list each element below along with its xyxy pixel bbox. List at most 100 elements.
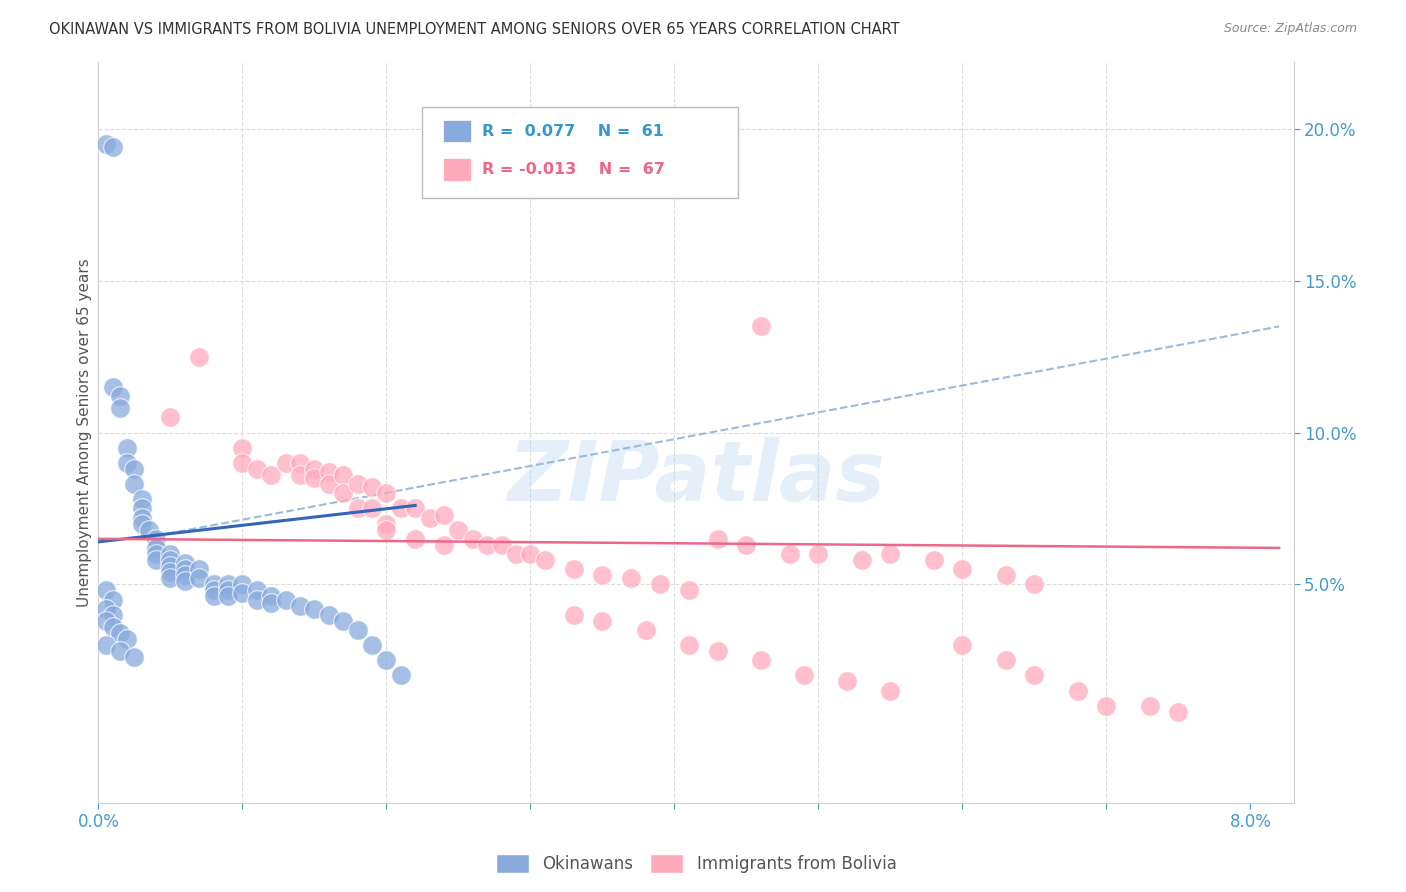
Text: R = -0.013    N =  67: R = -0.013 N = 67	[482, 162, 665, 177]
Point	[115, 632, 138, 646]
Point	[101, 607, 124, 622]
Point	[318, 465, 340, 479]
Point	[749, 653, 772, 667]
Text: ZIPatlas: ZIPatlas	[508, 436, 884, 517]
Point	[124, 462, 146, 476]
Point	[851, 553, 873, 567]
Point	[217, 583, 239, 598]
Point	[217, 577, 239, 591]
Point	[101, 620, 124, 634]
Point	[101, 592, 124, 607]
Point	[231, 577, 253, 591]
Legend: Okinawans, Immigrants from Bolivia: Okinawans, Immigrants from Bolivia	[489, 847, 903, 880]
Y-axis label: Unemployment Among Seniors over 65 years: Unemployment Among Seniors over 65 years	[77, 259, 91, 607]
Point	[837, 674, 859, 689]
Point	[591, 568, 613, 582]
Point	[159, 571, 181, 585]
Point	[346, 501, 368, 516]
Point	[159, 553, 181, 567]
Point	[447, 523, 470, 537]
Point	[304, 601, 326, 615]
Point	[108, 626, 131, 640]
Point	[994, 653, 1017, 667]
Point	[491, 538, 513, 552]
Point	[375, 516, 398, 531]
Point	[332, 468, 354, 483]
Point	[246, 462, 269, 476]
Point	[246, 583, 269, 598]
Point	[231, 586, 253, 600]
Point	[124, 477, 146, 491]
Text: OKINAWAN VS IMMIGRANTS FROM BOLIVIA UNEMPLOYMENT AMONG SENIORS OVER 65 YEARS COR: OKINAWAN VS IMMIGRANTS FROM BOLIVIA UNEM…	[49, 22, 900, 37]
Point	[361, 501, 384, 516]
Point	[131, 492, 153, 507]
Point	[404, 532, 426, 546]
Point	[159, 559, 181, 574]
Point	[138, 523, 160, 537]
Point	[562, 562, 585, 576]
Point	[108, 644, 131, 658]
Point	[389, 668, 412, 682]
Point	[173, 574, 195, 589]
Point	[678, 583, 700, 598]
Point	[1095, 698, 1118, 713]
Point	[477, 538, 499, 552]
Point	[879, 547, 901, 561]
Point	[145, 541, 167, 555]
Point	[231, 456, 253, 470]
Point	[274, 592, 297, 607]
Point	[260, 468, 283, 483]
Point	[706, 644, 728, 658]
Point	[202, 583, 225, 598]
Point	[173, 556, 195, 570]
Point	[1024, 577, 1046, 591]
Point	[288, 468, 311, 483]
Point	[533, 553, 555, 567]
Point	[433, 538, 456, 552]
Point	[591, 614, 613, 628]
Point	[807, 547, 830, 561]
Point	[461, 532, 484, 546]
Point	[950, 562, 973, 576]
Point	[793, 668, 815, 682]
Point	[620, 571, 643, 585]
Point	[94, 614, 117, 628]
Point	[419, 510, 441, 524]
Point	[706, 532, 728, 546]
Point	[217, 590, 239, 604]
Point	[159, 565, 181, 579]
Point	[188, 571, 211, 585]
Point	[375, 523, 398, 537]
Point	[389, 501, 412, 516]
Point	[288, 456, 311, 470]
Point	[922, 553, 945, 567]
Point	[678, 638, 700, 652]
Point	[361, 638, 384, 652]
Point	[131, 516, 153, 531]
Point	[1139, 698, 1161, 713]
Point	[145, 553, 167, 567]
Point	[648, 577, 671, 591]
Point	[115, 441, 138, 455]
Point	[346, 477, 368, 491]
Point	[173, 568, 195, 582]
Point	[505, 547, 527, 561]
Point	[361, 480, 384, 494]
Point	[304, 462, 326, 476]
Point	[260, 590, 283, 604]
Point	[173, 562, 195, 576]
Point	[519, 547, 541, 561]
Point	[1024, 668, 1046, 682]
Text: R =  0.077    N =  61: R = 0.077 N = 61	[482, 124, 664, 138]
Point	[94, 137, 117, 152]
Point	[318, 477, 340, 491]
Point	[375, 653, 398, 667]
Point	[145, 547, 167, 561]
Point	[304, 471, 326, 485]
Point	[1066, 683, 1088, 698]
Point	[159, 547, 181, 561]
Point	[332, 486, 354, 500]
Point	[634, 623, 657, 637]
Point	[94, 601, 117, 615]
Point	[260, 595, 283, 609]
